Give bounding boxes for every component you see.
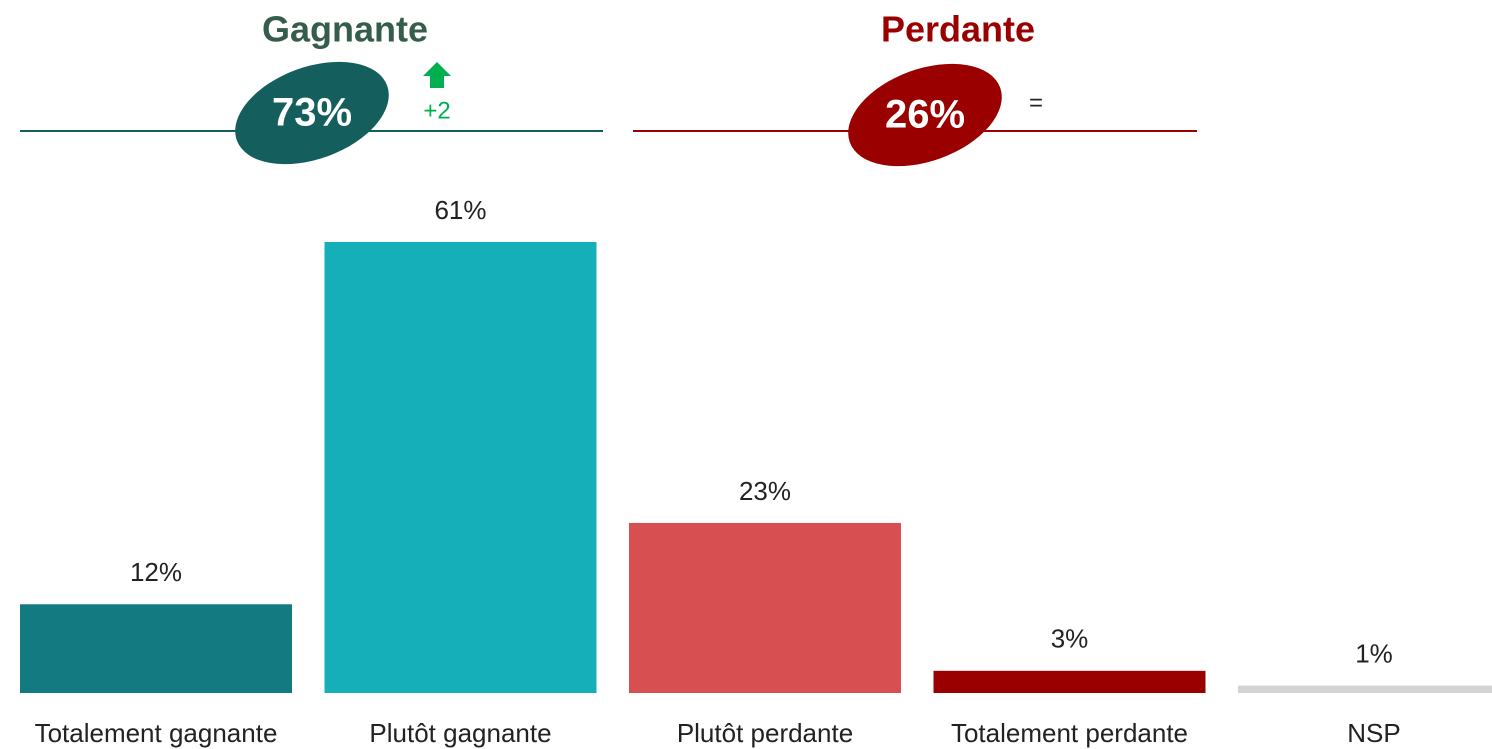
group-badge	[235, 61, 389, 165]
group-title: Perdante	[881, 9, 1035, 50]
bar	[1238, 685, 1492, 693]
x-tick-label: Plutôt perdante	[677, 718, 853, 748]
group-change: +2	[423, 97, 450, 124]
up-arrow	[423, 62, 451, 88]
value-label: 23%	[739, 476, 791, 506]
group-badge	[848, 63, 1002, 167]
value-label: 3%	[1051, 624, 1089, 654]
group-value: 26%	[885, 93, 965, 137]
bar	[933, 670, 1206, 693]
value-label: 61%	[434, 195, 486, 225]
bar	[629, 522, 901, 693]
x-tick-label: Totalement perdante	[951, 718, 1188, 748]
x-tick-label: NSP	[1347, 718, 1400, 748]
group-value: 73%	[272, 91, 352, 135]
value-label: 12%	[130, 557, 182, 587]
bar	[20, 604, 292, 693]
group-title: Gagnante	[262, 9, 428, 50]
x-tick-label: Totalement gagnante	[35, 718, 278, 748]
x-tick-label: Plutôt gagnante	[369, 718, 551, 748]
bar	[324, 242, 597, 693]
group-change: =	[1029, 89, 1043, 116]
value-label: 1%	[1355, 638, 1393, 668]
